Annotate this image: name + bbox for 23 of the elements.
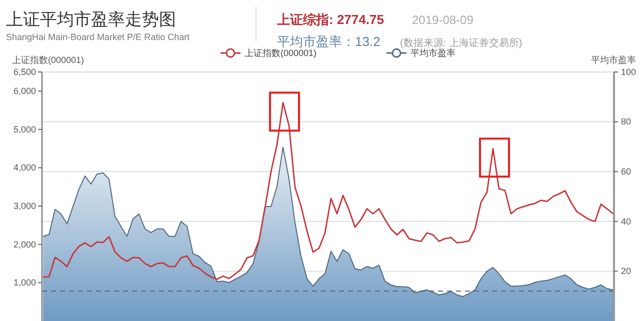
y-axis-title: 上证指数(000001): [12, 55, 84, 65]
y2-tick-label: 20: [621, 266, 632, 276]
y-tick-label: 3,000: [13, 200, 36, 211]
line-series: [42, 102, 614, 280]
text: 上证综指: 2774.75: [276, 12, 384, 27]
legend-label: 平均市盈率: [410, 48, 456, 58]
y2-tick-label: 100: [621, 66, 636, 77]
text: (数据来源: 上海证券交易所): [400, 37, 522, 49]
legend-label: 上证指数(000001): [244, 48, 317, 58]
chart-subtitle: ShangHai Main-Board Market P/E Ratio Chart: [6, 32, 190, 42]
text: 平均市盈率：13.2: [277, 34, 380, 49]
y-tick-label: 2,000: [13, 239, 36, 250]
text: 2019-08-09: [412, 13, 474, 27]
y-tick-label: 6,000: [13, 86, 36, 96]
y-tick-label: 5,000: [13, 124, 36, 134]
y2-axis-title: 平均市盈率: [591, 55, 636, 65]
y2-tick-label: 40: [621, 216, 632, 226]
chart-title: 上证平均市盈率走势图: [6, 10, 176, 29]
y2-tick-label: 80: [621, 116, 632, 127]
y2-tick-label: 60: [621, 166, 632, 176]
y-tick-label: 4,000: [13, 162, 36, 173]
y-tick-label: 1,000: [13, 278, 36, 288]
y-tick-label: 6,500: [13, 66, 36, 77]
